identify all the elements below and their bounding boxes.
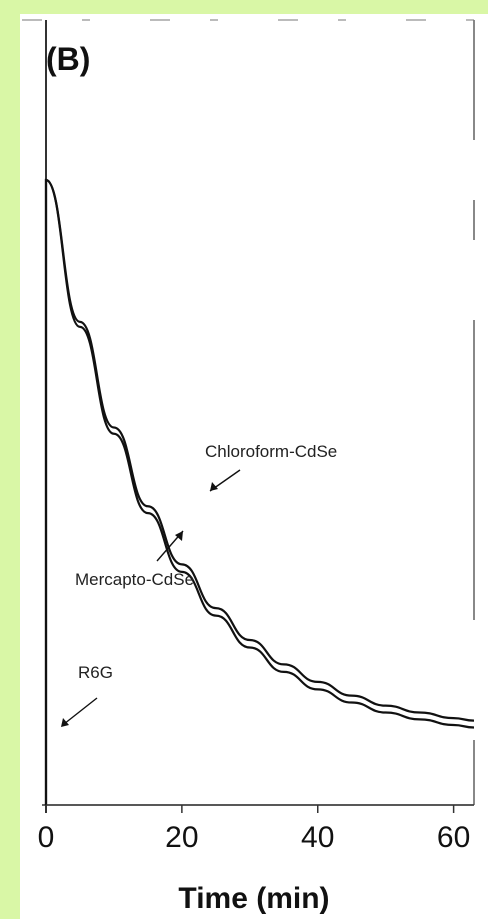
annotation-mercapto-cdse: Mercapto-CdSe <box>75 570 194 589</box>
x-tick-label-40: 40 <box>301 821 334 854</box>
axes <box>22 19 475 813</box>
arrowhead-mercapto-cdse <box>175 531 183 541</box>
arrowhead-r6g <box>61 718 69 727</box>
series-line-chloroform-cdse <box>44 178 475 805</box>
arrow-r6g <box>63 697 98 725</box>
series-line-mercapto-cdse <box>44 178 475 805</box>
annotation-chloroform-cdse: Chloroform-CdSe <box>205 442 337 461</box>
annotation-r6g: R6G <box>78 663 113 682</box>
arrowhead-chloroform-cdse <box>210 482 218 491</box>
ticks-layer: 0 20 40 60 <box>38 805 470 854</box>
panel-label: (B) <box>46 41 90 77</box>
x-tick-label-0: 0 <box>38 821 55 854</box>
x-tick-label-60: 60 <box>437 821 470 854</box>
series-layer <box>44 178 475 806</box>
figure-panel <box>20 14 488 919</box>
x-tick-label-20: 20 <box>165 821 198 854</box>
x-axis-title: Time (min) <box>178 882 329 915</box>
